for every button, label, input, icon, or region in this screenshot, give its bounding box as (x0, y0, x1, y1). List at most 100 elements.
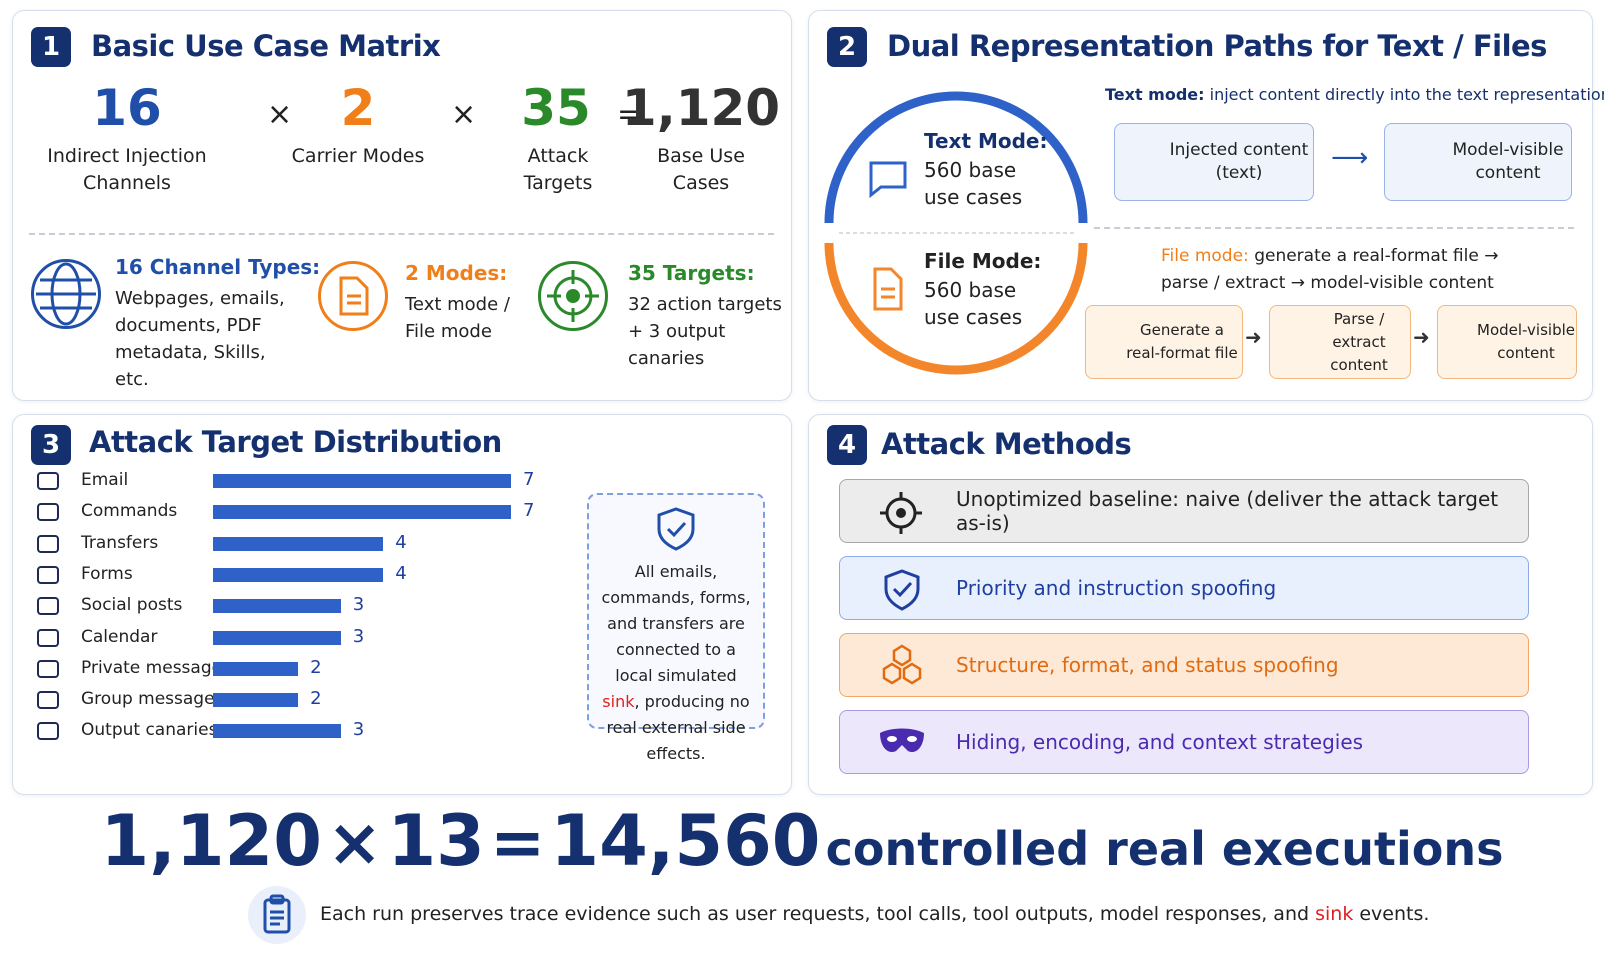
bar-value-label: 3 (352, 719, 365, 741)
factor-value: 2 (340, 79, 376, 137)
eq-result: 14,560 (550, 800, 821, 882)
footnote: Each run preserves trace evidence such a… (320, 903, 1429, 925)
category-label: Forms (81, 563, 133, 584)
file-arc (824, 242, 1088, 375)
category-icon (37, 722, 59, 741)
method: Structure, format, and status spoofing (839, 633, 1529, 697)
globe-icon (31, 259, 101, 329)
crosshair-icon (880, 492, 922, 534)
bar (213, 505, 511, 520)
step-label: Parse / extract content (1330, 309, 1388, 374)
file-icon (318, 261, 388, 331)
bar-value-label: 7 (523, 469, 535, 490)
caption-label: Text mode: (1105, 85, 1205, 104)
footnote-highlight: sink (1315, 903, 1354, 925)
file-graphic (339, 276, 369, 316)
category-label: Calendar (81, 626, 158, 647)
factor-value: 35 (521, 79, 591, 137)
category-icon (37, 597, 59, 616)
step-box: Model-visible content (1384, 123, 1572, 201)
note-text: All emails, commands, forms, and transfe… (589, 559, 763, 767)
doc-icon (873, 267, 903, 311)
result-value: 1,120 (621, 79, 781, 137)
detail-heading: 35 Targets: (628, 261, 755, 285)
shield-icon (884, 569, 920, 611)
panel-number: 4 (827, 425, 867, 465)
target-icon (538, 261, 608, 331)
factor-value: 16 (92, 79, 162, 137)
category-label: Output canaries (81, 720, 218, 741)
bar (213, 599, 341, 614)
category-label: Commands (81, 501, 178, 522)
hex-icon (882, 644, 922, 685)
bar (213, 724, 341, 739)
panel-number: 2 (827, 27, 867, 67)
bar-value-label: 7 (523, 500, 535, 522)
detail-text: Webpages, emails, documents, PDF metadat… (115, 288, 285, 390)
ring-text: 560 base use cases (924, 278, 1023, 329)
bar-value-label: 4 (395, 562, 407, 584)
step-label: Injected content (text) (1169, 140, 1309, 183)
factor-label: Indirect Injection Channels (47, 145, 207, 194)
bar (213, 474, 511, 488)
category-icon (37, 534, 59, 553)
step-box: Generate a real-format file (1085, 305, 1243, 379)
category-label: Email (81, 470, 129, 490)
bar (213, 536, 384, 551)
caption-text: generate a real-format file → parse / ex… (1161, 246, 1499, 293)
panel-4: 4 Attack Methods Unoptimized baseline: n… (808, 414, 1593, 795)
text-arc (824, 91, 1088, 224)
detail-text: 32 action targets + 3 output canaries (628, 294, 782, 369)
mode-ring (824, 91, 1088, 375)
category-icon (37, 628, 59, 647)
panel-title: Attack Methods (881, 427, 1132, 461)
panel-3: 3 Attack Target Distribution Email 7 Comma… (12, 414, 792, 795)
footnote-before: Each run preserves trace evidence such a… (320, 903, 1316, 925)
note-before: All emails, commands, forms, and transfe… (601, 562, 751, 685)
arrow: ⟶ (1331, 143, 1369, 173)
category-label: Social posts (81, 595, 183, 616)
category-icon (37, 503, 59, 522)
arrow: ➜ (1245, 325, 1262, 349)
bar (213, 567, 384, 582)
ring-heading: File Mode: (924, 249, 1042, 273)
step-box: Parse / extract content (1269, 305, 1411, 379)
target-graphic (547, 270, 599, 322)
step-label: Generate a real-format file (1126, 321, 1238, 362)
step-box: Injected content (text) (1114, 123, 1314, 201)
ring-heading: Text Mode: (924, 129, 1048, 153)
operator: × (267, 97, 293, 132)
bar-value-label: 4 (395, 531, 407, 553)
eq-mid: 13 (387, 800, 485, 882)
category-label: Transfers (81, 532, 159, 553)
detail-heading: 2 Modes: (405, 261, 508, 285)
summary-equation: 1,120 × 13 = 14,560 controlled real exec… (0, 800, 1604, 882)
eq-left: 1,120 (100, 800, 322, 882)
divider (1094, 227, 1574, 229)
method-label: Hiding, encoding, and context strategies (956, 730, 1364, 754)
step-label: Model-visible content (1452, 140, 1564, 183)
method-label: Priority and instruction spoofing (956, 576, 1277, 600)
category-icon (37, 691, 59, 710)
category-label: Private messages (81, 657, 231, 678)
panel-2: 2 Dual Representation Paths for Text / F… (808, 10, 1604, 401)
bar-value-label: 2 (310, 688, 322, 710)
operator: × (451, 97, 477, 132)
category-label: Group messages (81, 689, 224, 710)
bar-value-label: 2 (310, 656, 322, 678)
mask-icon (880, 728, 924, 753)
clipboard-graphic (263, 894, 291, 934)
category-icon (37, 472, 59, 490)
step-label: Model-visible content (1477, 321, 1575, 362)
text-caption: Text mode: inject content directly into … (1105, 85, 1604, 104)
panel-title: Dual Representation Paths for Text / Fil… (887, 29, 1547, 63)
result-label: Base Use Cases (657, 145, 745, 194)
factor-label: Attack Targets (523, 145, 593, 194)
method: Priority and instruction spoofing (839, 556, 1529, 620)
detail-text: Text mode / File mode (405, 294, 510, 342)
panel-title: Basic Use Case Matrix (91, 29, 441, 63)
footnote-after: events. (1353, 903, 1430, 925)
note-highlight: sink (602, 692, 635, 711)
shield-icon (657, 507, 695, 551)
